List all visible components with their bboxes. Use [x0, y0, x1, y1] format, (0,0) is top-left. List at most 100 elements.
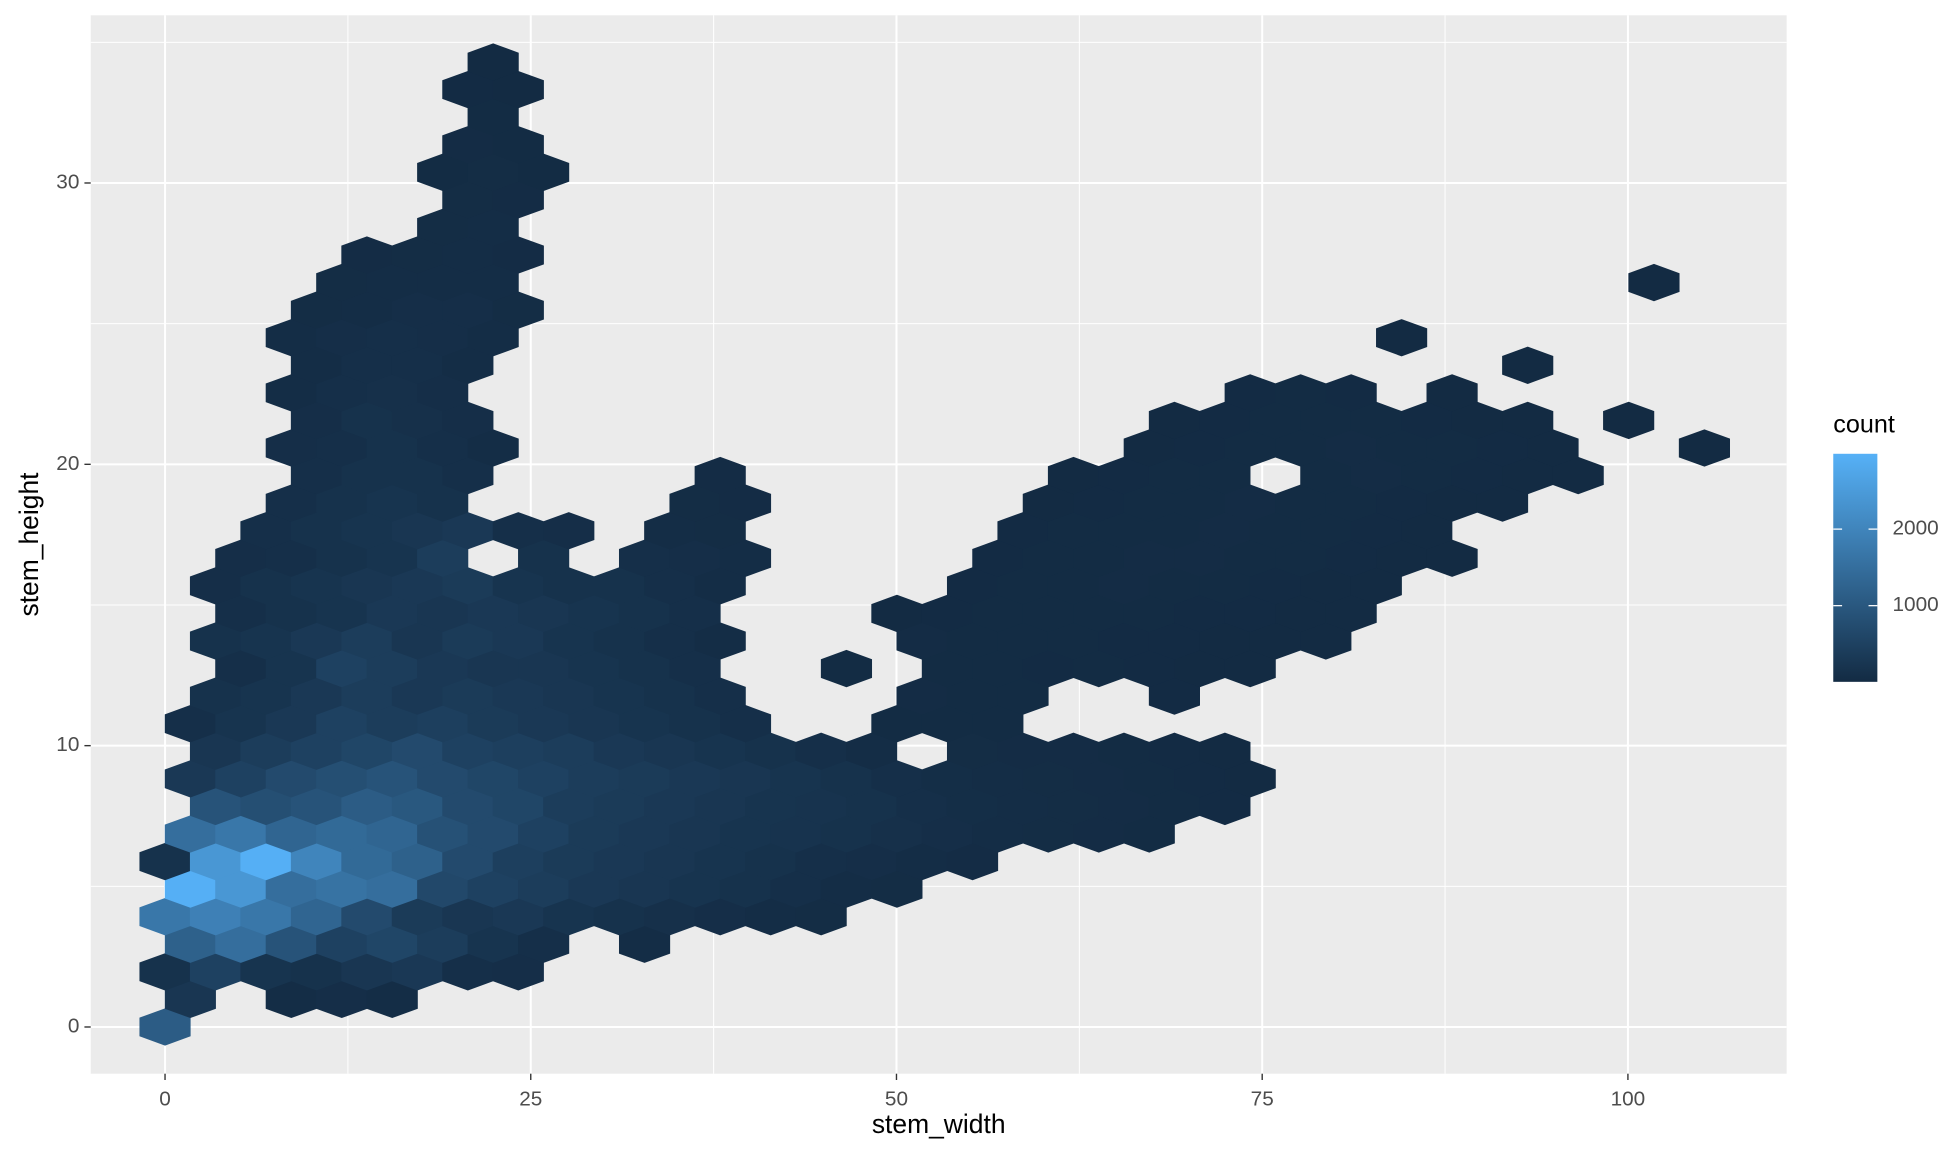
hex-bin [1148, 456, 1200, 495]
hex-bin [593, 622, 645, 660]
hex-bin [946, 567, 999, 605]
hex-bin [972, 815, 1024, 853]
hex-bin [1275, 539, 1327, 577]
hex-bin [492, 236, 544, 274]
hex-bin [1148, 567, 1200, 605]
hex-bin [366, 925, 418, 963]
hex-bin [139, 842, 191, 881]
hex-bin [871, 815, 923, 853]
x-tick-label: 25 [519, 1088, 542, 1111]
hex-bin [240, 953, 292, 991]
hex-bin [795, 732, 847, 770]
hex-bin [492, 732, 544, 770]
hex-bin [391, 567, 443, 605]
hex-bin [366, 319, 418, 357]
hex-bin [543, 842, 595, 881]
hex-bin [1249, 401, 1301, 440]
hex-bin [1527, 429, 1579, 467]
hex-bin [1275, 429, 1327, 467]
hex-bin [871, 705, 923, 743]
hex-bin [618, 925, 671, 963]
hex-bin [1123, 815, 1175, 853]
hex-bin [1325, 594, 1377, 633]
hex-bin [644, 677, 696, 715]
hex-bin [1047, 732, 1100, 770]
hex-bin [290, 456, 343, 495]
hex-bin [694, 622, 746, 660]
hex-bin [442, 236, 494, 274]
hex-bin [518, 815, 570, 853]
hex-bin [316, 705, 368, 743]
hex-bin [543, 622, 595, 660]
hex-bin [391, 346, 443, 384]
hex-bin [946, 677, 999, 715]
hex-bin [1300, 456, 1352, 495]
hex-bin [240, 567, 292, 605]
hex-bin [1098, 732, 1150, 770]
hex-bin [290, 401, 343, 440]
hex-bin [644, 567, 696, 605]
color-bar-label: 1000 [1892, 593, 1938, 616]
y-tick-label: 10 [56, 733, 79, 756]
hex-bin [391, 401, 443, 440]
hex-bin [1148, 787, 1200, 826]
hex-bin [1376, 539, 1428, 577]
hex-bin [366, 429, 418, 467]
hex-bin [391, 291, 443, 329]
hex-bin [467, 815, 519, 853]
hex-bin [467, 43, 519, 81]
hex-bin [417, 705, 469, 743]
hex-bin [341, 291, 393, 329]
hex-bin [1047, 567, 1100, 605]
hex-bin [290, 346, 343, 384]
hex-bin [417, 208, 469, 247]
hex-bin [265, 815, 317, 853]
hex-bin [694, 512, 746, 550]
hex-bin [719, 760, 772, 798]
hex-bin [1022, 594, 1074, 633]
hex-bin [366, 870, 418, 908]
hex-bin [1275, 594, 1327, 633]
hex-bin [417, 925, 469, 963]
hex-bin [1047, 622, 1100, 660]
hex-bin [543, 732, 595, 770]
legend-title: count [1833, 410, 1895, 438]
hex-bin [467, 760, 519, 798]
hex-bin [846, 732, 898, 770]
hex-bin [1174, 484, 1226, 522]
hex-bin [265, 705, 317, 743]
hex-bin [442, 512, 494, 550]
hex-bin [1073, 649, 1125, 688]
hex-bin [316, 429, 368, 467]
hex-bin [1451, 401, 1503, 440]
hex-bin [215, 815, 267, 853]
color-bar [1833, 453, 1878, 682]
hex-bin [139, 953, 191, 991]
hex-bin [820, 815, 873, 853]
hex-bin [1073, 484, 1125, 522]
hex-bin [1174, 594, 1226, 633]
hex-bin [366, 980, 418, 1019]
hex-bin [1224, 649, 1276, 688]
hex-bin [442, 346, 494, 384]
hex-bin [265, 760, 317, 798]
hex-bin [1275, 374, 1327, 412]
hex-bin [1073, 760, 1125, 798]
y-tick-label: 20 [56, 452, 79, 475]
hex-bin [417, 153, 469, 191]
hex-bin [316, 374, 368, 412]
hex-bin [1199, 732, 1251, 770]
hex-bin [896, 787, 948, 826]
hex-bin [694, 677, 746, 715]
hex-bin [1098, 512, 1150, 550]
hex-bin [366, 649, 418, 688]
hex-bin [795, 898, 847, 936]
hex-bin [921, 594, 973, 633]
y-axis-title: stem_height [14, 472, 44, 617]
hex-bin [1502, 456, 1554, 495]
hex-bin [391, 236, 443, 274]
hex-bin [164, 980, 216, 1019]
hex-bin [518, 153, 570, 191]
hex-bin [341, 346, 393, 384]
hex-bin [341, 787, 393, 826]
